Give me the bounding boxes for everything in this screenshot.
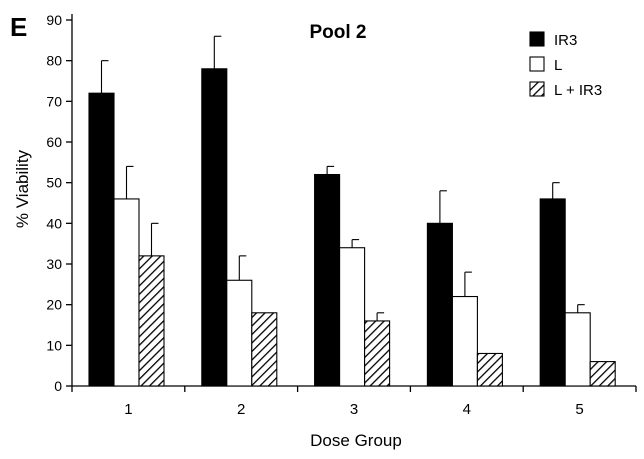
x-tick-label: 1 bbox=[124, 401, 132, 418]
y-tick-label: 90 bbox=[46, 12, 62, 28]
bar bbox=[201, 68, 228, 387]
bar bbox=[564, 312, 591, 387]
legend-swatch bbox=[529, 81, 545, 97]
y-tick-label: 40 bbox=[46, 215, 62, 231]
y-tick-label: 60 bbox=[46, 134, 62, 150]
bar bbox=[339, 247, 366, 387]
legend-label: L bbox=[554, 57, 562, 74]
legend: IR3 L L + IR3 bbox=[529, 31, 602, 99]
x-tick-label: 5 bbox=[575, 401, 583, 418]
bar bbox=[251, 312, 278, 387]
bar bbox=[364, 320, 391, 387]
y-tick-label: 30 bbox=[46, 256, 62, 272]
bar bbox=[314, 173, 341, 387]
y-tick-label: 80 bbox=[46, 53, 62, 69]
x-axis-label: Dose Group bbox=[310, 431, 402, 450]
legend-swatch bbox=[529, 31, 545, 47]
y-tick-label: 10 bbox=[46, 337, 62, 353]
bar bbox=[589, 361, 616, 387]
y-tick-label: 0 bbox=[54, 378, 62, 394]
y-tick-label: 50 bbox=[46, 175, 62, 191]
y-axis-label: % Viability bbox=[13, 149, 32, 228]
bar bbox=[476, 352, 503, 387]
bar bbox=[539, 198, 566, 387]
bar bbox=[88, 92, 115, 387]
bar bbox=[113, 198, 140, 387]
y-tick-label: 20 bbox=[46, 297, 62, 313]
x-tick-label: 2 bbox=[237, 401, 245, 418]
bar bbox=[451, 295, 478, 387]
y-tick-label: 70 bbox=[46, 93, 62, 109]
bar bbox=[138, 255, 165, 387]
panel-label: E bbox=[10, 12, 27, 42]
x-tick-label: 4 bbox=[463, 401, 471, 418]
x-tick-label: 3 bbox=[350, 401, 358, 418]
legend-swatch bbox=[529, 56, 545, 72]
bar bbox=[426, 222, 453, 387]
bar bbox=[226, 279, 253, 387]
legend-label: L + IR3 bbox=[554, 82, 602, 99]
axes: 0 10 20 30 40 50 60 70 80 90 1 2 3 4 5 bbox=[46, 12, 637, 418]
bars bbox=[88, 35, 616, 387]
chart-title: Pool 2 bbox=[309, 22, 366, 43]
legend-label: IR3 bbox=[554, 32, 577, 49]
